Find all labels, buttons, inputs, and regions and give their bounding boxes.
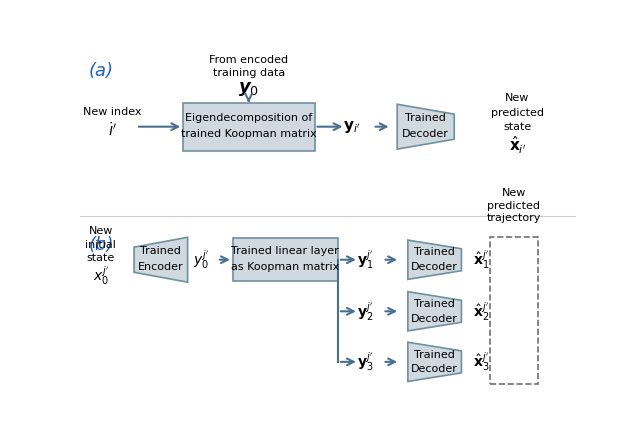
Text: predicted: predicted [491, 108, 544, 118]
Text: predicted: predicted [488, 201, 541, 211]
Text: $x_0^{j'}$: $x_0^{j'}$ [93, 264, 109, 287]
Text: Encoder: Encoder [138, 262, 184, 272]
Polygon shape [134, 237, 188, 282]
Text: Decoder: Decoder [412, 364, 458, 374]
Text: $\mathbf{y}_3^{j'}$: $\mathbf{y}_3^{j'}$ [357, 350, 374, 373]
Text: Trained: Trained [414, 349, 455, 359]
Text: $\hat{\mathbf{x}}_2^{j'}$: $\hat{\mathbf{x}}_2^{j'}$ [472, 300, 489, 323]
Text: From encoded: From encoded [209, 55, 288, 65]
Text: Decoder: Decoder [403, 129, 449, 139]
Text: (a): (a) [89, 62, 114, 80]
Text: state: state [86, 253, 115, 263]
Text: Trained: Trained [140, 246, 181, 257]
Text: $\mathbf{y}_{i'}$: $\mathbf{y}_{i'}$ [343, 119, 361, 135]
Text: Trained linear layer: Trained linear layer [232, 246, 339, 257]
FancyBboxPatch shape [233, 238, 338, 281]
Text: training data: training data [212, 68, 285, 79]
Text: Trained: Trained [414, 299, 455, 309]
Text: Trained: Trained [405, 113, 446, 124]
Text: $\boldsymbol{y}_0$: $\boldsymbol{y}_0$ [238, 80, 259, 98]
Text: state: state [503, 122, 532, 132]
Polygon shape [408, 292, 461, 331]
Text: $\hat{\mathbf{x}}_{i'}$: $\hat{\mathbf{x}}_{i'}$ [509, 134, 526, 156]
Text: $\hat{\mathbf{x}}_1^{j'}$: $\hat{\mathbf{x}}_1^{j'}$ [472, 248, 489, 271]
Text: initial: initial [85, 240, 116, 250]
Text: New index: New index [83, 107, 141, 117]
Text: Decoder: Decoder [412, 314, 458, 324]
Text: as Koopman matrix: as Koopman matrix [231, 262, 339, 272]
Text: Trained: Trained [414, 248, 455, 257]
Text: (b): (b) [89, 236, 115, 254]
Text: New: New [89, 226, 113, 236]
Text: Eigendecomposition of: Eigendecomposition of [185, 113, 312, 124]
Text: $\mathbf{y}_1^{j'}$: $\mathbf{y}_1^{j'}$ [357, 248, 373, 271]
Text: $\dot{\imath}'$: $\dot{\imath}'$ [108, 121, 117, 139]
Polygon shape [397, 104, 454, 149]
Polygon shape [408, 240, 461, 280]
Text: New: New [502, 188, 526, 198]
Text: Decoder: Decoder [412, 262, 458, 272]
Text: $y_0^{j'}$: $y_0^{j'}$ [193, 248, 210, 271]
FancyBboxPatch shape [183, 103, 315, 151]
Polygon shape [408, 342, 461, 381]
Text: New: New [506, 93, 530, 103]
Text: trained Koopman matrix: trained Koopman matrix [180, 129, 317, 139]
Text: $\mathbf{y}_2^{j'}$: $\mathbf{y}_2^{j'}$ [357, 300, 373, 323]
Text: $\hat{\mathbf{x}}_3^{j'}$: $\hat{\mathbf{x}}_3^{j'}$ [472, 350, 489, 373]
Text: trajectory: trajectory [487, 213, 541, 223]
